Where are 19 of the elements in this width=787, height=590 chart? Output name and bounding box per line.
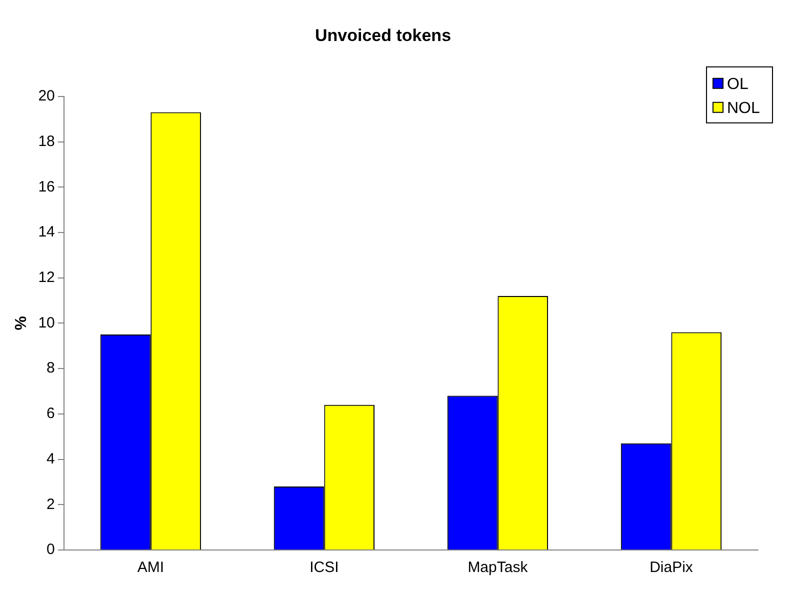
x-tick-label: MapTask — [468, 559, 528, 576]
y-tick-label: 0 — [46, 541, 55, 558]
chart-title: Unvoiced tokens — [314, 26, 452, 45]
y-tick-label: 8 — [46, 360, 55, 377]
y-tick-label: 4 — [46, 450, 55, 468]
x-tick-label: AMI — [137, 559, 164, 576]
y-tick-label: 14 — [38, 224, 55, 241]
legend-label: NOL — [727, 100, 760, 117]
y-tick-label: 18 — [38, 132, 55, 150]
y-tick-label: 20 — [38, 88, 55, 105]
y-tick-label: 12 — [38, 268, 55, 286]
y-tick-label: 2 — [46, 496, 55, 513]
y-axis-title: % — [13, 316, 30, 330]
y-tick-label: 10 — [38, 314, 55, 332]
y-tick-label: 6 — [46, 405, 55, 422]
legend-label: OL — [727, 76, 748, 93]
y-tick-label: 16 — [38, 178, 55, 196]
x-tick-label: DiaPix — [650, 559, 694, 576]
x-tick-label: ICSI — [310, 559, 339, 576]
